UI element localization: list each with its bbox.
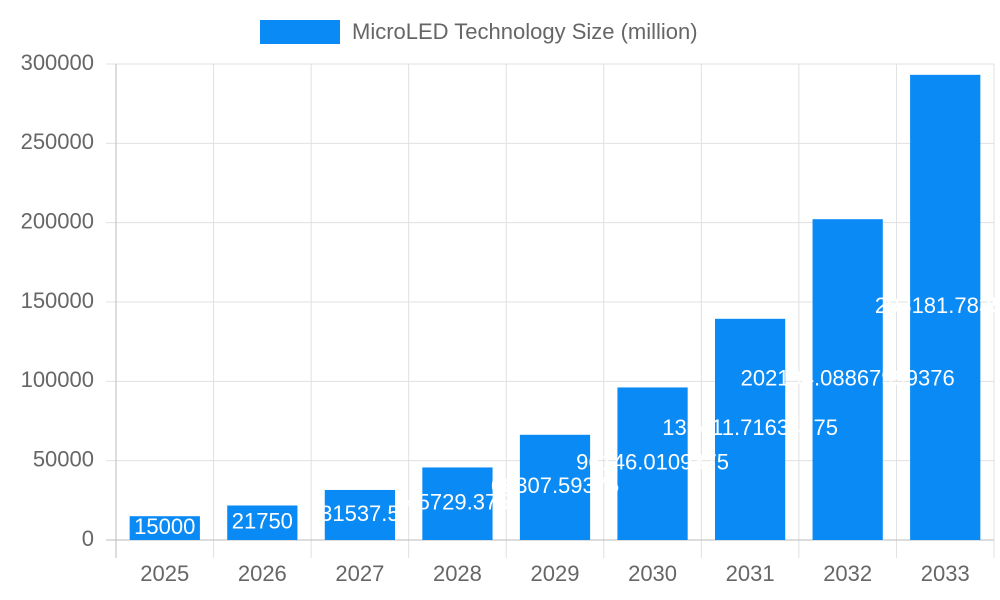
x-tick-label: 2025 xyxy=(140,561,189,586)
x-tick-label: 2028 xyxy=(433,561,482,586)
bar xyxy=(910,74,981,540)
y-tick-label: 200000 xyxy=(21,208,94,233)
x-tick-label: 2027 xyxy=(335,561,384,586)
x-tick-label: 2030 xyxy=(628,561,677,586)
x-tick-label: 2026 xyxy=(238,561,287,586)
data-label: 96146.0109375 xyxy=(576,450,729,475)
y-tick-label: 150000 xyxy=(21,288,94,313)
y-tick-label: 0 xyxy=(82,526,94,551)
bar xyxy=(324,489,396,540)
data-label: 31537.5 xyxy=(320,501,400,526)
bar xyxy=(714,318,786,540)
x-tick-label: 2031 xyxy=(726,561,775,586)
x-tick-label: 2033 xyxy=(921,561,970,586)
y-tick-label: 50000 xyxy=(33,446,94,471)
data-label: 293181.78357 xyxy=(875,293,1000,318)
data-label: 139411.71634375 xyxy=(662,415,838,440)
data-label: 202194.08867999376 xyxy=(741,365,955,390)
bar xyxy=(812,219,883,541)
bar xyxy=(519,434,591,540)
x-tick-label: 2032 xyxy=(823,561,872,586)
data-label: 15000 xyxy=(134,514,195,539)
bar xyxy=(617,387,688,540)
bar xyxy=(227,505,298,540)
legend-label: MicroLED Technology Size (million) xyxy=(352,19,698,44)
data-label: 66307.59375 xyxy=(491,473,619,498)
bar xyxy=(129,516,200,540)
data-label: 45729.375 xyxy=(405,490,509,515)
bar xyxy=(422,467,493,540)
legend-swatch xyxy=(260,20,340,44)
x-tick-label: 2029 xyxy=(531,561,580,586)
y-tick-label: 250000 xyxy=(21,129,94,154)
y-tick-label: 100000 xyxy=(21,367,94,392)
data-label: 21750 xyxy=(232,509,293,534)
y-tick-label: 300000 xyxy=(21,50,94,75)
